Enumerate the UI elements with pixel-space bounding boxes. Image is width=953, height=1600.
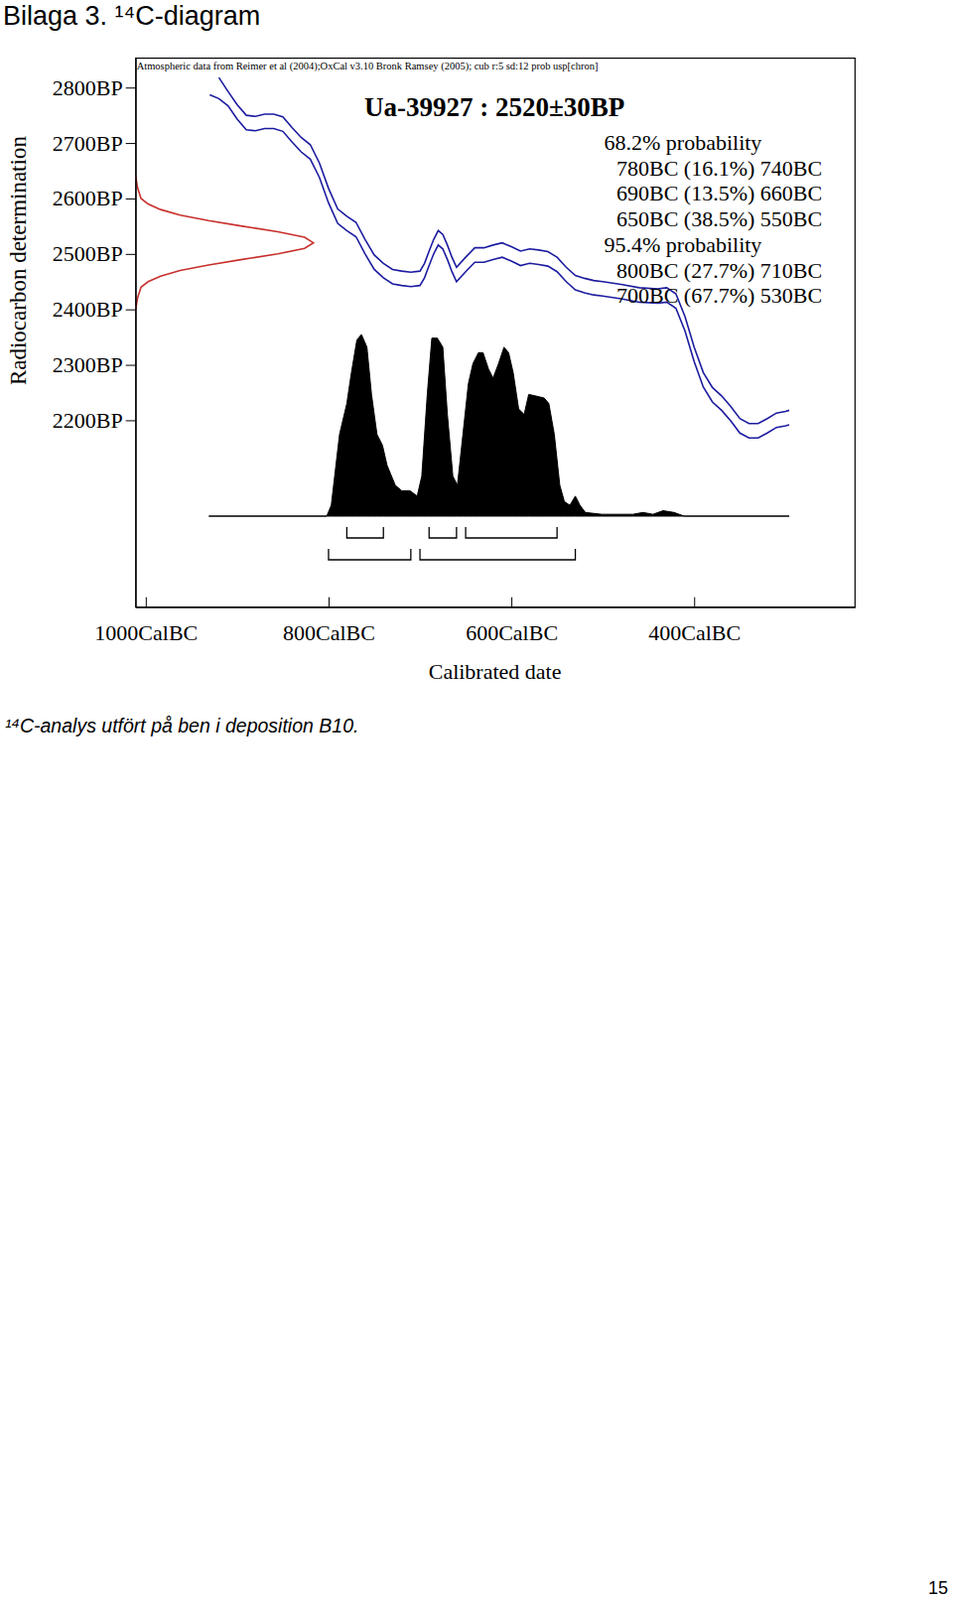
plot-data [136,77,790,560]
x-tick-mark [145,597,147,608]
page-number: 15 [928,1578,949,1599]
y-tick-label: 2300BP [52,352,124,378]
y-tick-label: 2600BP [52,185,124,211]
y-tick-mark [126,309,137,311]
y-tick-mark [126,365,137,367]
range-bracket [465,527,557,539]
y-axis-title: Radiocarbon determination [5,136,31,387]
range-interval: 690BC (13.5%) 660BC [616,180,822,206]
range-interval: 780BC (16.1%) 740BC [616,155,822,181]
x-tick: 1000CalBC [94,597,198,647]
range-interval: 700BC (67.7%) 530BC [616,282,822,308]
y-tick-label: 2800BP [52,75,124,101]
y-tick: 2700BP [52,131,137,156]
range-heading: 68.2% probability [604,130,763,155]
x-tick-label: 600CalBC [465,620,558,646]
x-axis-line [136,607,856,609]
y-tick-label: 2400BP [52,296,124,322]
y-tick-label: 2700BP [52,131,124,156]
x-tick-mark [511,597,513,608]
caption: ¹⁴C-analys utfört på ben i deposition B1… [4,714,359,737]
x-tick: 600CalBC [465,597,558,647]
sample-label: Ua-39927 : 2520±30BP [364,92,625,123]
y-axis: 2800BP 2700BP 2600BP 2500BP 2400BP 2300BP 2200… [52,58,137,608]
y-tick: 2500BP [52,241,137,267]
range-bracket [428,527,457,539]
y-tick: 2200BP [52,408,137,433]
y-tick-label: 2200BP [52,408,124,433]
probability-distribution [208,334,790,517]
source-note: Atmospheric data from Reimer et al (2004… [136,60,599,73]
plot-frame [136,58,856,608]
y-tick-mark [126,87,137,89]
range-bracket [346,527,384,539]
y-tick: 2300BP [52,352,137,378]
y-tick-mark [126,142,137,144]
y-tick: 2400BP [52,296,137,322]
y-tick-label: 2500BP [52,241,124,267]
x-axis: 1000CalBC 800CalBC 600CalBC 400CalBC [94,597,855,647]
page-title: Bilaga 3. ¹⁴C-diagram [2,0,261,31]
y-tick-mark [126,198,137,200]
x-tick-mark [693,597,695,608]
y-tick: 2800BP [52,75,137,101]
y-tick-mark [126,254,137,256]
measurement-curve [136,176,314,310]
x-tick: 400CalBC [648,597,741,647]
x-tick: 800CalBC [282,597,376,647]
x-tick-label: 1000CalBC [94,620,198,646]
page: Bilaga 3. ¹⁴C-diagram2800BP2700BP2600BP2… [0,0,953,1600]
range-heading: 95.4% probability [604,232,763,258]
x-tick-label: 400CalBC [648,620,741,646]
x-tick-label: 800CalBC [282,620,376,646]
range-bracket [419,548,576,560]
y-axis-line [136,58,137,608]
x-tick-mark [328,597,330,608]
y-tick: 2600BP [52,185,137,211]
range-bracket [328,548,411,560]
range-interval: 800BC (27.7%) 710BC [616,258,822,283]
y-tick-mark [126,419,137,421]
x-axis-title: Calibrated date [428,659,562,684]
range-interval: 650BC (38.5%) 550BC [616,206,822,232]
